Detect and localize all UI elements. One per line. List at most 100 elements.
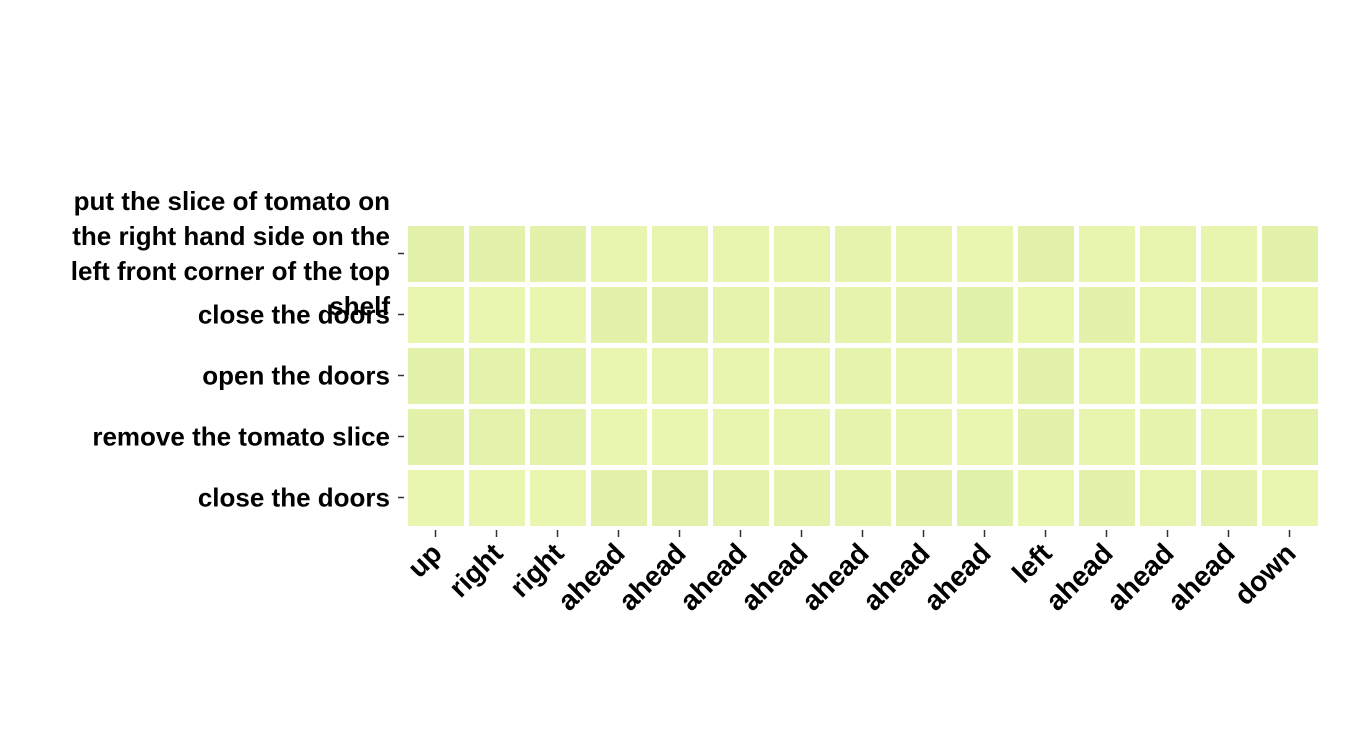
y-axis-labels: put the slice of tomato on the right hand…: [71, 186, 391, 513]
heatmap-cell-r2-c10: [1018, 348, 1074, 404]
heatmap-cell-r4-c7: [835, 470, 891, 526]
x-tick-label-8: ahead: [857, 537, 936, 616]
x-tick-label-9: ahead: [918, 537, 997, 616]
heatmap-cell-r2-c6: [774, 348, 830, 404]
heatmap-cell-r3-c7: [835, 409, 891, 465]
x-tick-label-10: left: [1006, 537, 1058, 589]
y-tick-label-3: remove the tomato slice: [92, 422, 390, 452]
heatmap-cell-r1-c2: [530, 287, 586, 343]
heatmap-cell-r1-c13: [1201, 287, 1257, 343]
heatmap-cell-r4-c0: [408, 470, 464, 526]
heatmap-cell-r4-c13: [1201, 470, 1257, 526]
y-tick-label-4: close the doors: [198, 483, 390, 513]
heatmap-cell-r1-c10: [1018, 287, 1074, 343]
x-tick-label-4: ahead: [613, 537, 692, 616]
heatmap-cell-r3-c14: [1262, 409, 1318, 465]
heatmap-cell-r3-c10: [1018, 409, 1074, 465]
heatmap-cell-r4-c12: [1140, 470, 1196, 526]
heatmap-cell-r3-c2: [530, 409, 586, 465]
heatmap-cell-r3-c9: [957, 409, 1013, 465]
heatmap-cell-r0-c9: [957, 226, 1013, 282]
heatmap-cell-r4-c1: [469, 470, 525, 526]
heatmap-cell-r4-c2: [530, 470, 586, 526]
heatmap-cell-r2-c7: [835, 348, 891, 404]
heatmap-cell-r3-c6: [774, 409, 830, 465]
heatmap-cell-r4-c5: [713, 470, 769, 526]
heatmap-cell-r0-c1: [469, 226, 525, 282]
heatmap-cell-r4-c14: [1262, 470, 1318, 526]
heatmap-cell-r3-c3: [591, 409, 647, 465]
heatmap-cell-r2-c3: [591, 348, 647, 404]
heatmap-cell-r4-c3: [591, 470, 647, 526]
x-tick-label-0: up: [402, 537, 448, 583]
heatmap-cell-r4-c6: [774, 470, 830, 526]
heatmap-cell-r2-c14: [1262, 348, 1318, 404]
x-tick-label-6: ahead: [735, 537, 814, 616]
heatmap-cell-r1-c12: [1140, 287, 1196, 343]
x-axis-ticks: [434, 530, 1291, 537]
heatmap-cell-r4-c11: [1079, 470, 1135, 526]
y-axis-ticks: [398, 252, 404, 499]
heatmap-cell-r3-c4: [652, 409, 708, 465]
heatmap-cell-r3-c0: [408, 409, 464, 465]
heatmap-cell-r1-c1: [469, 287, 525, 343]
heatmap-cell-r0-c6: [774, 226, 830, 282]
heatmap-cell-r0-c7: [835, 226, 891, 282]
heatmap-cell-r4-c9: [957, 470, 1013, 526]
heatmap-cell-r0-c10: [1018, 226, 1074, 282]
heatmap-cell-r3-c12: [1140, 409, 1196, 465]
heatmap-cell-r2-c4: [652, 348, 708, 404]
heatmap-cell-r0-c0: [408, 226, 464, 282]
heatmap-cell-r0-c8: [896, 226, 952, 282]
heatmap-cell-r2-c1: [469, 348, 525, 404]
heatmap-cell-r1-c9: [957, 287, 1013, 343]
x-tick-label-14: down: [1228, 537, 1302, 611]
x-tick-label-13: ahead: [1162, 537, 1241, 616]
heatmap-cell-r0-c11: [1079, 226, 1135, 282]
heatmap-cell-r0-c3: [591, 226, 647, 282]
heatmap-cell-r0-c13: [1201, 226, 1257, 282]
heatmap-cell-r1-c11: [1079, 287, 1135, 343]
heatmap-cell-r1-c0: [408, 287, 464, 343]
x-tick-label-1: right: [443, 537, 509, 603]
heatmap-cell-r2-c9: [957, 348, 1013, 404]
heatmap-cell-r2-c0: [408, 348, 464, 404]
heatmap-cell-r0-c2: [530, 226, 586, 282]
heatmap-cell-r0-c4: [652, 226, 708, 282]
heatmap-cell-r1-c7: [835, 287, 891, 343]
heatmap-cell-r2-c2: [530, 348, 586, 404]
heatmap-cell-r0-c14: [1262, 226, 1318, 282]
x-axis-labels: uprightrightaheadaheadaheadaheadaheadahe…: [402, 537, 1302, 616]
heatmap-cell-r1-c4: [652, 287, 708, 343]
x-tick-label-12: ahead: [1101, 537, 1180, 616]
heatmap-cell-r1-c8: [896, 287, 952, 343]
heatmap-cell-r4-c8: [896, 470, 952, 526]
heatmap-cell-r1-c5: [713, 287, 769, 343]
y-tick-label-2: open the doors: [202, 361, 390, 391]
heatmap-cell-r2-c11: [1079, 348, 1135, 404]
heatmap-cell-r2-c13: [1201, 348, 1257, 404]
heatmap-cell-r2-c8: [896, 348, 952, 404]
x-tick-label-5: ahead: [674, 537, 753, 616]
heatmap-cell-r3-c5: [713, 409, 769, 465]
heatmap-cell-r3-c11: [1079, 409, 1135, 465]
heatmap-cell-r2-c5: [713, 348, 769, 404]
heatmap-cell-r3-c1: [469, 409, 525, 465]
heatmap-cell-r4-c4: [652, 470, 708, 526]
heatmap-cell-r1-c14: [1262, 287, 1318, 343]
heatmap-cell-r2-c12: [1140, 348, 1196, 404]
y-tick-label-1: close the doors: [198, 300, 390, 330]
heatmap-cell-r1-c6: [774, 287, 830, 343]
heatmap-cell-r4-c10: [1018, 470, 1074, 526]
heatmap-cells: [408, 226, 1318, 526]
heatmap-cell-r3-c8: [896, 409, 952, 465]
heatmap-cell-r1-c3: [591, 287, 647, 343]
heatmap-cell-r0-c5: [713, 226, 769, 282]
heatmap-cell-r3-c13: [1201, 409, 1257, 465]
heatmap-cell-r0-c12: [1140, 226, 1196, 282]
x-tick-label-3: ahead: [552, 537, 631, 616]
y-tick-label-0: put the slice of tomato on the right hand…: [71, 186, 391, 321]
x-tick-label-11: ahead: [1040, 537, 1119, 616]
x-tick-label-7: ahead: [796, 537, 875, 616]
